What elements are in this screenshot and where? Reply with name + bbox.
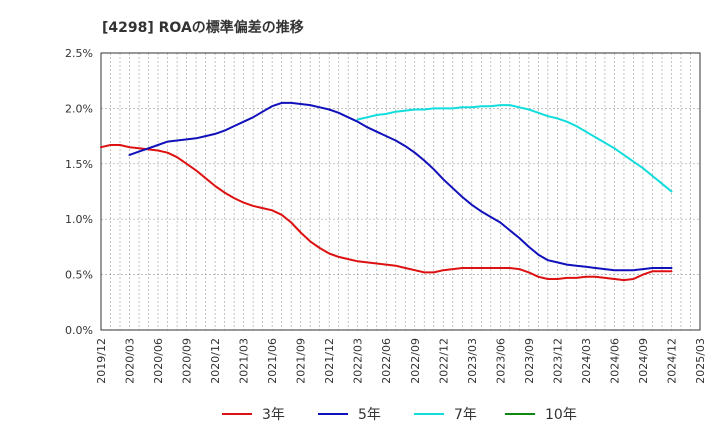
y-tick-label: 2.5% (65, 47, 93, 60)
x-tick-label: 2023/06 (494, 338, 507, 384)
x-tick-label: 2025/03 (694, 338, 707, 384)
legend-label: 7年 (454, 407, 477, 423)
legend-label: 5年 (358, 407, 381, 423)
series-line-5年 (128, 101, 673, 272)
y-tick-label: 0.0% (65, 324, 93, 337)
x-tick-label: 2021/03 (238, 338, 251, 384)
x-tick-label: 2023/09 (523, 338, 536, 384)
chart-title: [4298] ROAの標準偏差の推移 (102, 19, 304, 36)
legend: 3年 5年 7年 10年 (222, 407, 577, 423)
x-tick-label: 2022/12 (437, 338, 450, 384)
y-tick-label: 1.5% (65, 158, 93, 171)
x-tick-label: 2023/03 (466, 338, 479, 384)
x-tick-label: 2020/06 (152, 338, 165, 384)
plot-frame (100, 52, 701, 331)
x-tick-label: 2019/12 (95, 338, 108, 384)
legend-label: 3年 (262, 407, 285, 423)
x-tick-label: 2020/09 (181, 338, 194, 384)
x-tick-label: 2020/03 (124, 338, 137, 384)
legend-label: 10年 (545, 407, 577, 423)
y-tick-label: 1.0% (65, 213, 93, 226)
x-tick-label: 2021/09 (295, 338, 308, 384)
x-tick-label: 2022/03 (352, 338, 365, 384)
plot-background (101, 53, 700, 330)
y-tick-label: 0.5% (65, 269, 93, 282)
x-tick-label: 2024/12 (665, 338, 678, 384)
x-tick-label: 2022/09 (409, 338, 422, 384)
series-line-7年 (356, 104, 673, 193)
plot-area: 0.0% 0.5% 1.0% 1.5% 2.0% 2.5% 2019/12 2020/03 20… (65, 47, 707, 384)
x-tick-label: 2024/03 (580, 338, 593, 384)
x-tick-label: 2021/12 (323, 338, 336, 384)
y-tick-label: 2.0% (65, 102, 93, 115)
x-tick-label: 2023/12 (551, 338, 564, 384)
x-tick-label: 2024/06 (608, 338, 621, 384)
series-line-3年 (100, 144, 673, 282)
x-tick-label: 2020/12 (209, 338, 222, 384)
x-tick-label: 2024/09 (637, 338, 650, 384)
x-tick-label: 2022/06 (380, 338, 393, 384)
x-tick-label: 2021/06 (266, 338, 279, 384)
